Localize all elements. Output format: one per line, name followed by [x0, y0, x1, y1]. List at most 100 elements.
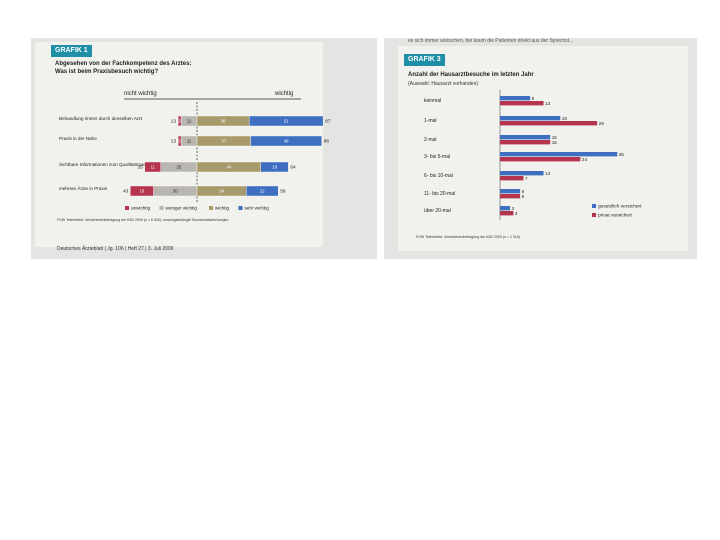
left-figure-title-line2: Was ist beim Praxisbesuch wichtig?	[55, 69, 159, 75]
segment-value-label: 16	[140, 189, 145, 194]
segment-value-label: 44	[227, 165, 232, 170]
total-left-label: 13	[171, 139, 177, 145]
legend-label: wichtig	[215, 206, 229, 211]
bar	[500, 171, 544, 176]
right-figure-top-text: es sich immer wünschen, bei kaum die Pat…	[408, 38, 574, 44]
category-label: 11- bis 20-mal	[424, 191, 455, 197]
segment-value-label: 19	[272, 165, 277, 170]
bar-value-label: 15	[552, 140, 558, 145]
segment-value-label: 25	[177, 165, 182, 170]
category-label: mehrere Ärzte in Praxis	[59, 185, 108, 191]
left-figure-footer: Deutsches Ärzteblatt | Jg. 106 | Heft 27…	[57, 246, 174, 252]
left-figure-source: FGW Telefonfeld: Versichertenbefragung d…	[57, 218, 229, 222]
segment-value-label: 22	[260, 189, 265, 194]
bar-value-label: 6	[522, 194, 525, 199]
category-label: über 20-mal	[424, 208, 451, 214]
bar	[500, 101, 544, 106]
bar	[500, 211, 514, 216]
legend-swatch	[592, 204, 596, 208]
bar-value-label: 29	[599, 121, 605, 126]
bar-segment	[260, 161, 289, 173]
axis-label-right: wichtig	[275, 91, 294, 97]
category-label: 2-mal	[424, 137, 437, 143]
total-left-label: 43	[123, 189, 129, 195]
total-left-label: 35	[137, 165, 143, 171]
category-label: Sichtbare Informationen zum Qualitätsman…	[59, 162, 165, 167]
right-figure-paper	[398, 46, 688, 251]
left-figure-header: GRAFIK 1	[51, 45, 92, 57]
category-label: keinmal	[424, 98, 441, 104]
bar	[500, 189, 521, 194]
total-right-label: 86	[324, 139, 330, 145]
legend-swatch	[125, 206, 129, 210]
legend-swatch	[238, 206, 243, 210]
legend-swatch	[209, 206, 213, 210]
right-figure-photo: es sich immer wünschen, bei kaum die Pat…	[384, 38, 697, 259]
bar-value-label: 6	[522, 189, 525, 194]
right-figure-header: GRAFIK 3	[404, 54, 445, 66]
axis-label-left: nicht wichtig	[124, 91, 157, 97]
bar	[500, 157, 581, 162]
bar	[500, 140, 551, 145]
segment-value-label: 34	[219, 189, 224, 194]
diverging-bar-chart: Behandlung immer durch denselben Arzt 11 2…	[59, 98, 331, 211]
segment-value-label: 49	[284, 139, 289, 144]
bar-segment	[177, 135, 182, 147]
bar	[500, 152, 618, 157]
bar-segment	[250, 135, 322, 147]
right-figure-source: FGW Telefonfeld: Versichertenbefragung d…	[416, 235, 520, 239]
bar-segment	[177, 115, 182, 127]
segment-value-label: 51	[284, 119, 289, 124]
segment-value-label: 2	[178, 139, 181, 144]
bar	[500, 121, 598, 126]
right-figure-subtitle: (Auswahl: Hausarzt vorhanden)	[408, 81, 479, 87]
total-left-label: 13	[171, 119, 177, 125]
category-label: Behandlung immer durch denselben Arzt	[59, 116, 143, 121]
total-right-label: 87	[325, 119, 331, 125]
bar-value-label: 9	[532, 96, 535, 101]
segment-value-label: 11	[151, 165, 156, 170]
category-label: 6- bis 10-mal	[424, 173, 453, 179]
segment-value-label: 36	[221, 119, 226, 124]
left-figure-photo: GRAFIK 1 Abgesehen von der Fachkompetenz…	[31, 38, 377, 259]
total-right-label: 56	[280, 189, 286, 195]
bar-segment	[130, 185, 154, 197]
bar	[500, 176, 524, 181]
segment-value-label: 2	[178, 119, 181, 124]
legend-swatch	[159, 206, 164, 210]
bar	[500, 206, 511, 211]
bar-segment	[248, 115, 324, 127]
category-label: 3- bis 5-mal	[424, 154, 450, 160]
bar	[500, 135, 551, 140]
category-label: Praxis in der Nähe	[59, 136, 97, 141]
segment-value-label: 30	[173, 189, 178, 194]
legend-swatch	[592, 213, 596, 217]
bar-value-label: 24	[582, 157, 588, 162]
bar-value-label: 35	[619, 152, 625, 157]
segment-value-label: 37	[221, 139, 226, 144]
left-figure-title-line1: Abgesehen von der Fachkompetenz des Arzt…	[55, 61, 192, 67]
bar-value-label: 18	[562, 116, 568, 121]
bar-value-label: 15	[552, 135, 558, 140]
bar-value-label: 13	[545, 101, 551, 106]
bar-value-label: 3	[512, 206, 515, 211]
bar	[500, 116, 561, 121]
bar-segment	[246, 185, 279, 197]
legend-label: gesetzlich versichert	[598, 204, 642, 210]
segment-value-label: 11	[187, 119, 192, 124]
segment-value-label: 11	[187, 139, 192, 144]
legend-label: weniger wichtig	[166, 206, 198, 211]
total-right-label: 64	[290, 165, 296, 171]
bar-value-label: 4	[515, 211, 518, 216]
bar	[500, 96, 531, 101]
category-label: 1-mal	[424, 118, 437, 124]
bar-segment	[144, 161, 161, 173]
bar	[500, 194, 521, 199]
legend-label: privat versichert	[598, 213, 633, 219]
right-figure-title: Anzahl der Hausarztbesuche im letzten Ja…	[408, 72, 534, 78]
bar-value-label: 13	[545, 171, 551, 176]
bar-value-label: 7	[525, 176, 528, 181]
legend-label: unwichtig	[131, 206, 151, 211]
legend-label: sehr wichtig	[245, 206, 270, 211]
